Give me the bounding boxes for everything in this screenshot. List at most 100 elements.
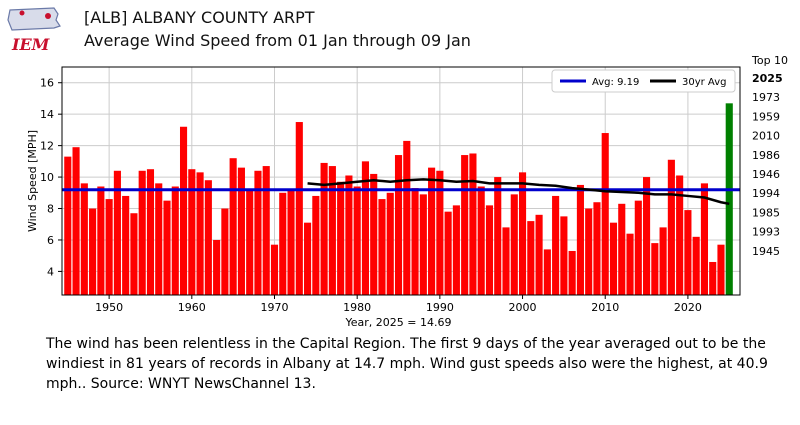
x-tick-label: 1980: [343, 301, 371, 314]
x-axis-label: Year, 2025 = 14.69: [345, 316, 452, 329]
bar: [146, 169, 155, 295]
bar: [609, 222, 618, 295]
bar: [229, 158, 237, 295]
bar: [295, 122, 303, 295]
x-tick-label: 1970: [260, 301, 288, 314]
bar: [122, 195, 130, 295]
bar: [477, 186, 485, 295]
bar: [643, 177, 651, 295]
bar: [213, 239, 221, 295]
y-axis-label: Wind Speed [MPH]: [26, 130, 39, 232]
bar: [659, 227, 667, 295]
bar: [502, 227, 510, 295]
y-tick-label: 10: [40, 171, 54, 184]
y-tick-label: 12: [40, 140, 54, 153]
bar: [163, 200, 171, 295]
bar: [527, 221, 535, 295]
bar: [428, 167, 436, 295]
y-tick-label: 16: [40, 77, 54, 90]
bar: [138, 170, 146, 295]
bar: [494, 177, 502, 295]
bar: [403, 140, 411, 295]
bar: [254, 170, 262, 295]
bar: [221, 208, 229, 295]
bar: [353, 186, 361, 295]
logo-dot-icon: [19, 10, 25, 16]
bar: [576, 184, 584, 295]
x-tick-label: 2000: [509, 301, 537, 314]
bar: [560, 216, 568, 295]
legend-avg-label: Avg: 9.19: [592, 77, 639, 88]
bar: [436, 170, 444, 295]
bar: [709, 261, 717, 295]
bar: [130, 213, 138, 295]
bar: [535, 214, 543, 295]
y-tick-label: 14: [40, 108, 54, 121]
bar: [270, 244, 279, 295]
wind-speed-chart: 4 6 8 10 12 14 16 1950 1960 1970 1980 1990 2000 2010 2…: [26, 54, 788, 329]
bar: [568, 250, 576, 295]
bar: [411, 188, 419, 295]
bar: [651, 243, 659, 295]
bar: [386, 192, 394, 295]
climo-line: [307, 178, 730, 206]
bar: [80, 183, 88, 295]
top10-year: 1946: [752, 168, 780, 181]
bar: [64, 156, 72, 295]
bar: [461, 155, 469, 295]
bar: [337, 181, 345, 295]
bar: [89, 208, 97, 295]
y-tick-label: 8: [47, 203, 54, 216]
logo-dot-icon: [45, 13, 51, 19]
bar: [72, 147, 80, 295]
bar: [262, 166, 270, 295]
bar: [444, 211, 452, 295]
bar: [543, 249, 551, 295]
bar: [345, 175, 353, 295]
x-tick-label: 1960: [178, 301, 206, 314]
y-tick-label: 4: [47, 265, 54, 278]
top10-year: 1993: [752, 226, 780, 239]
top10-year: 1973: [752, 91, 780, 104]
bar: [692, 236, 700, 295]
bar: [469, 153, 477, 295]
bar: [279, 192, 287, 295]
iem-logo: IEM: [7, 7, 61, 54]
highlight-bar: [725, 103, 733, 296]
bar: [188, 169, 196, 295]
bar: [684, 210, 692, 295]
bar: [196, 172, 204, 295]
top10-year: 1985: [752, 206, 780, 219]
bar: [667, 159, 675, 295]
plot-frame: [61, 66, 741, 296]
caption-text: The wind has been relentless in the Capi…: [46, 336, 768, 392]
bar: [97, 186, 105, 295]
logo-text: IEM: [11, 35, 51, 54]
bar: [518, 172, 527, 295]
bar: [510, 194, 518, 295]
bar: [419, 194, 427, 295]
bar: [394, 155, 403, 295]
top10-title: Top 10: [751, 54, 788, 67]
bar: [113, 170, 121, 295]
bar: [717, 244, 725, 295]
bar: [593, 202, 601, 295]
bar: [328, 166, 336, 295]
top10-year: 1945: [752, 245, 780, 258]
chart-subtitle: Average Wind Speed from 01 Jan through 0…: [84, 31, 471, 50]
bar: [320, 162, 328, 295]
top10-year: 1959: [752, 110, 780, 123]
bar: [485, 205, 494, 295]
bar: [378, 199, 386, 295]
top10-year: 1986: [752, 149, 780, 162]
bar: [634, 200, 642, 295]
top10-year: 2010: [752, 130, 780, 143]
bar: [452, 205, 460, 295]
bar: [312, 195, 320, 295]
bar: [676, 175, 684, 295]
bar: [626, 233, 634, 295]
bar: [585, 208, 593, 295]
legend-climo-label: 30yr Avg: [682, 77, 726, 88]
bar: [700, 183, 709, 295]
bar: [552, 195, 560, 295]
